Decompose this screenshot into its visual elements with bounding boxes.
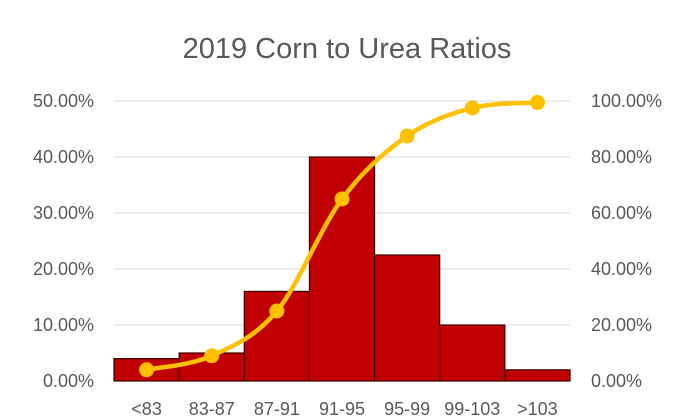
x-tick-label: 95-99 xyxy=(384,399,430,419)
left-tick-label: 0.00% xyxy=(43,371,94,391)
left-tick-label: 10.00% xyxy=(33,315,94,335)
chart-title: 2019 Corn to Urea Ratios xyxy=(183,33,512,65)
left-tick-label: 30.00% xyxy=(33,203,94,223)
cumulative-point xyxy=(399,128,415,144)
x-tick-label: 91-95 xyxy=(319,399,365,419)
x-tick-label: 83-87 xyxy=(189,399,235,419)
right-tick-label: 20.00% xyxy=(591,315,652,335)
right-tick-label: 100.00% xyxy=(591,91,662,111)
x-tick-label: 99-103 xyxy=(444,399,500,419)
cumulative-line xyxy=(139,94,545,378)
bar xyxy=(504,369,571,382)
cumulative-point xyxy=(269,303,285,319)
right-tick-label: 0.00% xyxy=(591,371,642,391)
left-tick-label: 20.00% xyxy=(33,259,94,279)
cumulative-point xyxy=(529,94,545,110)
right-axis-labels: 0.00% 20.00% 40.00% 60.00% 80.00% 100.00% xyxy=(591,91,662,391)
cumulative-point xyxy=(334,191,350,207)
left-tick-label: 40.00% xyxy=(33,147,94,167)
left-tick-label: 50.00% xyxy=(33,91,94,111)
bar xyxy=(308,156,376,382)
right-tick-label: 60.00% xyxy=(591,203,652,223)
x-tick-label: >103 xyxy=(517,399,558,419)
bar xyxy=(439,324,506,382)
cumulative-point xyxy=(464,100,480,116)
x-axis-labels: <83 83-87 87-91 91-95 95-99 99-103 >103 xyxy=(131,399,557,419)
bar xyxy=(373,254,441,382)
histogram-bars xyxy=(113,156,571,382)
right-tick-label: 40.00% xyxy=(591,259,652,279)
cumulative-point xyxy=(139,362,155,378)
left-axis-labels: 0.00% 10.00% 20.00% 30.00% 40.00% 50.00% xyxy=(33,91,94,391)
cumulative-point xyxy=(204,348,220,364)
right-tick-label: 80.00% xyxy=(591,147,652,167)
x-tick-label: 87-91 xyxy=(254,399,300,419)
x-tick-label: <83 xyxy=(131,399,162,419)
